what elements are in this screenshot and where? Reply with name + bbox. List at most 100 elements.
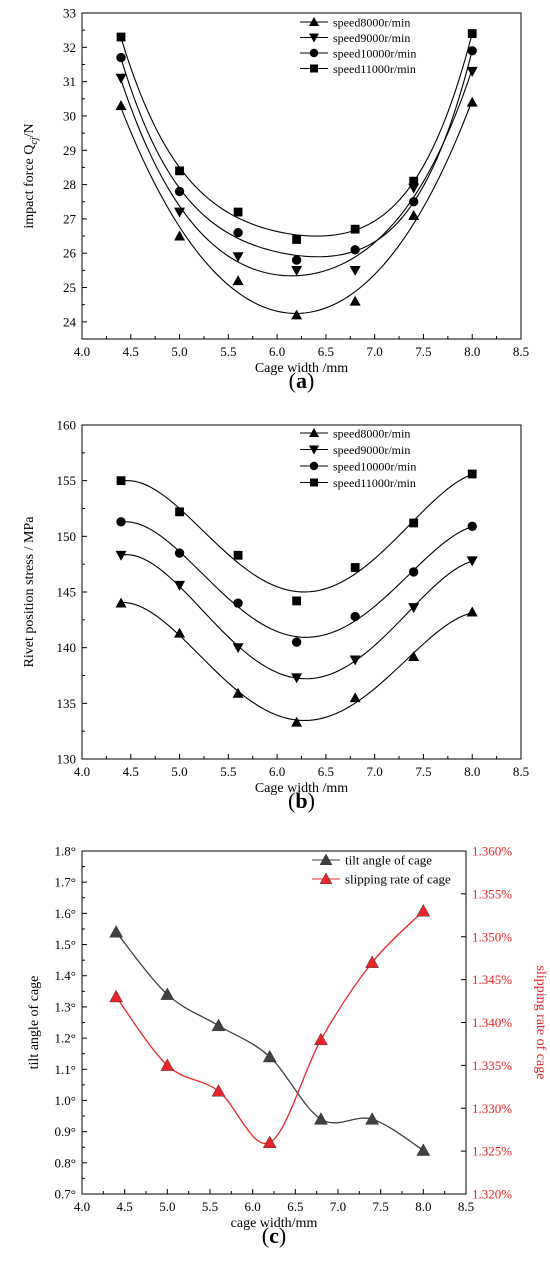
data-point bbox=[291, 265, 303, 276]
series-4 bbox=[116, 29, 477, 244]
fit-curve bbox=[120, 99, 473, 314]
data-point bbox=[160, 1058, 175, 1071]
data-point bbox=[233, 227, 243, 238]
y-tick-label: 160 bbox=[57, 418, 77, 433]
fit-curve bbox=[120, 33, 473, 237]
data-point bbox=[174, 207, 186, 218]
x-tick-label: 4.5 bbox=[123, 764, 139, 779]
panel-label: (c) bbox=[262, 1223, 286, 1248]
data-point bbox=[211, 1018, 226, 1032]
x-tick-label: 4.0 bbox=[74, 344, 90, 359]
data-point bbox=[175, 507, 184, 517]
data-point bbox=[211, 1084, 226, 1097]
data-point bbox=[174, 580, 186, 591]
y-tick-label: 1.3° bbox=[55, 999, 76, 1014]
y-tick-label: 1.7° bbox=[55, 875, 76, 890]
y-tick-label: 1.6° bbox=[55, 906, 76, 921]
data-point bbox=[365, 1112, 379, 1125]
panel-label-letter: c bbox=[269, 1223, 279, 1248]
data-point bbox=[467, 469, 477, 479]
x-tick-label: 7.0 bbox=[367, 764, 383, 779]
data-point bbox=[350, 245, 360, 255]
data-point bbox=[466, 556, 478, 567]
legend-marker bbox=[309, 445, 319, 455]
fit-curve bbox=[120, 50, 473, 258]
data-point bbox=[174, 230, 186, 241]
x-tick-label: 5.5 bbox=[220, 344, 236, 359]
legend-label: slipping rate of cage bbox=[345, 872, 451, 887]
x-tick-label: 5.5 bbox=[220, 764, 236, 779]
legend: tilt angle of cage slipping rate of cage bbox=[312, 853, 451, 887]
x-axis-label: cage width/mm bbox=[231, 1216, 318, 1231]
legend-marker bbox=[309, 33, 319, 43]
x-tick-label: 8.5 bbox=[458, 1199, 474, 1214]
x-tick-label: 7.5 bbox=[373, 1199, 389, 1214]
legend-marker bbox=[319, 853, 333, 865]
x-tick-label: 4.0 bbox=[74, 764, 90, 779]
x-tick-label: 6.5 bbox=[318, 344, 334, 359]
series-line bbox=[115, 910, 424, 1145]
y-tick-label: 140 bbox=[57, 640, 77, 655]
data-point bbox=[416, 1143, 431, 1156]
y-tick-label: 150 bbox=[57, 529, 77, 544]
data-point bbox=[262, 1135, 277, 1148]
panel-label: (a) bbox=[289, 368, 315, 393]
legend-label: speed8000r/min bbox=[333, 427, 410, 441]
data-point bbox=[232, 275, 244, 286]
data-point bbox=[408, 209, 420, 220]
y-tick-label: 1.1° bbox=[55, 1062, 76, 1077]
series-1 bbox=[115, 96, 478, 320]
plot-frame bbox=[81, 12, 522, 340]
data-point bbox=[115, 100, 127, 111]
legend-marker bbox=[319, 872, 333, 884]
y-tick-label: 25 bbox=[63, 280, 76, 295]
y-tick-label: 130 bbox=[57, 752, 77, 767]
data-point bbox=[232, 687, 244, 698]
data-point bbox=[350, 611, 360, 622]
y-tick-label: 1.2° bbox=[55, 1031, 76, 1046]
chart-panel-1: 4.0 4.5 5.0 5.5 6.0 6.5 7.0 7.5 8.0 8.5 Cage width… bbox=[22, 6, 529, 394]
y-axis-label-right: slipping rate of cage bbox=[533, 966, 548, 1080]
series-3 bbox=[116, 517, 477, 647]
series-1 bbox=[115, 597, 478, 727]
y-tick-label: 28 bbox=[63, 177, 76, 192]
legend-label: speed10000r/min bbox=[333, 47, 416, 61]
data-point bbox=[349, 655, 361, 666]
y-tick-label: 0.9° bbox=[55, 1124, 76, 1139]
fit-curve bbox=[120, 473, 473, 593]
y-tick-label: 145 bbox=[57, 585, 77, 600]
fit-curve bbox=[121, 601, 473, 722]
y-axis-label: impact force Qcj/N bbox=[22, 123, 40, 228]
y-axis-label-subscript: cj bbox=[29, 137, 40, 144]
x-tick-label: 8.0 bbox=[464, 764, 480, 779]
data-point bbox=[116, 32, 126, 42]
series-2 bbox=[115, 550, 478, 684]
chart-panel-2: 4.0 4.5 5.0 5.5 6.0 6.5 7.0 7.5 8.0 8.5 Cage width… bbox=[22, 418, 529, 814]
legend-label: speed8000r/min bbox=[333, 16, 410, 30]
legend: speed8000r/min speed9000r/min speed10000r/… bbox=[300, 427, 416, 490]
data-point bbox=[349, 692, 361, 703]
legend-label: speed9000r/min bbox=[333, 443, 410, 457]
data-point bbox=[349, 295, 361, 306]
series-2 bbox=[109, 904, 431, 1148]
x-tick-label: 7.0 bbox=[330, 1199, 346, 1214]
data-point bbox=[408, 603, 420, 614]
legend-marker bbox=[309, 17, 319, 26]
panel-label-letter: b bbox=[295, 788, 307, 813]
data-point bbox=[408, 651, 420, 661]
data-point bbox=[116, 476, 126, 486]
y-tick-label: 32 bbox=[63, 40, 76, 55]
fit-curve bbox=[120, 554, 473, 680]
data-point bbox=[115, 73, 127, 84]
data-point bbox=[160, 987, 175, 1000]
x-tick-label: 8.5 bbox=[513, 344, 529, 359]
data-point bbox=[116, 517, 126, 527]
x-tick-label: 6.0 bbox=[269, 344, 285, 359]
legend-marker bbox=[310, 478, 318, 487]
y-right-tick-label: 1.325% bbox=[472, 1144, 512, 1159]
y-tick-label: 0.8° bbox=[55, 1155, 76, 1170]
data-point bbox=[409, 197, 419, 207]
x-axis-label: Cage width /mm bbox=[255, 361, 348, 376]
x-tick-label: 5.0 bbox=[171, 344, 187, 359]
x-tick-label: 7.5 bbox=[415, 764, 431, 779]
